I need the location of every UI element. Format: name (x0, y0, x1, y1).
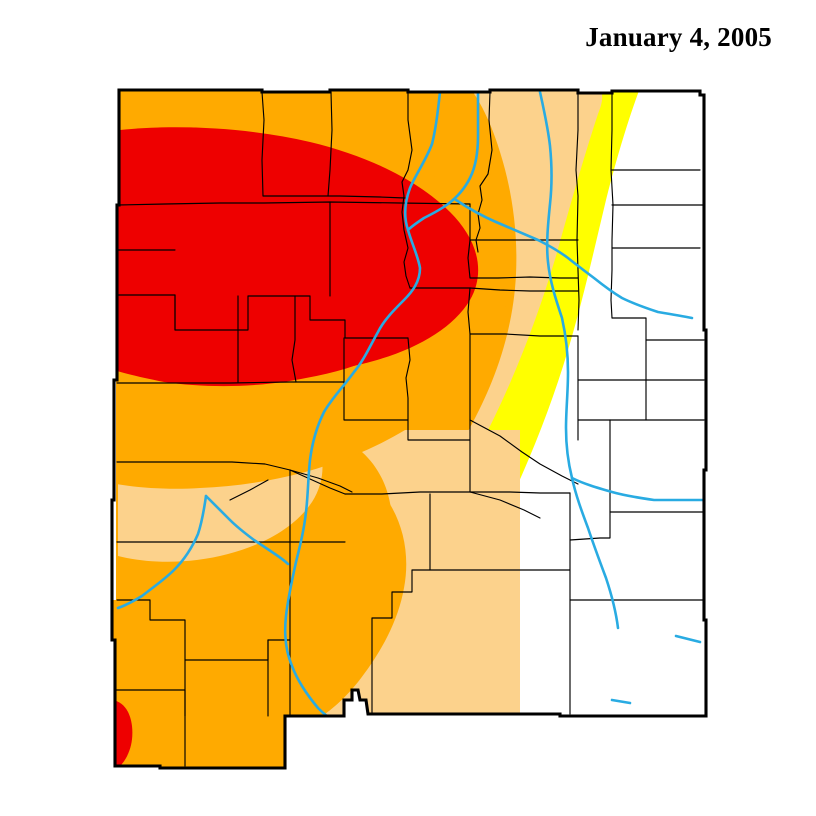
county-line-union-east (610, 90, 614, 319)
river-canadian-east (570, 476, 706, 502)
title-bar: January 4, 2005 (0, 0, 816, 72)
county-line-cibola-east (291, 295, 297, 383)
river-gila-tributary (204, 494, 290, 566)
county-line-deBaca-diagonal (469, 419, 579, 485)
county-line-sandoval-south (116, 294, 409, 339)
county-line-bernalillo-east (405, 337, 411, 421)
county-line-lincoln-diagonal (469, 491, 541, 519)
river-chama (406, 90, 480, 232)
river-canadian-upper (538, 90, 620, 630)
county-line-guadalupe-west (467, 287, 471, 441)
river-gila (116, 494, 208, 610)
rivers (116, 90, 706, 724)
drought-area-d0 (318, 90, 640, 718)
county-line-colfax-west (261, 91, 265, 197)
page-title: January 4, 2005 (585, 22, 772, 52)
county-line-guadalupe-north (469, 333, 579, 337)
county-line-otero-west (371, 493, 431, 715)
county-line-quay-east (575, 91, 580, 331)
river-rio-grande (283, 90, 442, 724)
county-line-socorro-upper (229, 479, 269, 501)
county-line-nw-horizontal-1 (116, 201, 471, 206)
river-pecos-upper (454, 198, 694, 320)
county-line-nw-horizontal-2 (262, 195, 406, 199)
county-line-valencia-east (343, 337, 471, 441)
state-outline-new-mexico (110, 88, 708, 770)
county-line-socorro-north (116, 461, 346, 495)
county-line-taos-union (327, 91, 333, 197)
county-line-mora-harding (401, 91, 413, 289)
county-line-union-quay (475, 91, 493, 253)
county-line-luna-north (184, 639, 291, 661)
river-southeast-fragment (674, 634, 702, 644)
county-line-socorro-diagonal (289, 469, 353, 493)
county-line-sanmiguel-north (467, 203, 579, 279)
county-boundaries (114, 90, 705, 767)
county-line-catron-north (116, 381, 345, 384)
river-south-fragment (610, 698, 632, 705)
county-line-santafe-south (409, 287, 579, 292)
